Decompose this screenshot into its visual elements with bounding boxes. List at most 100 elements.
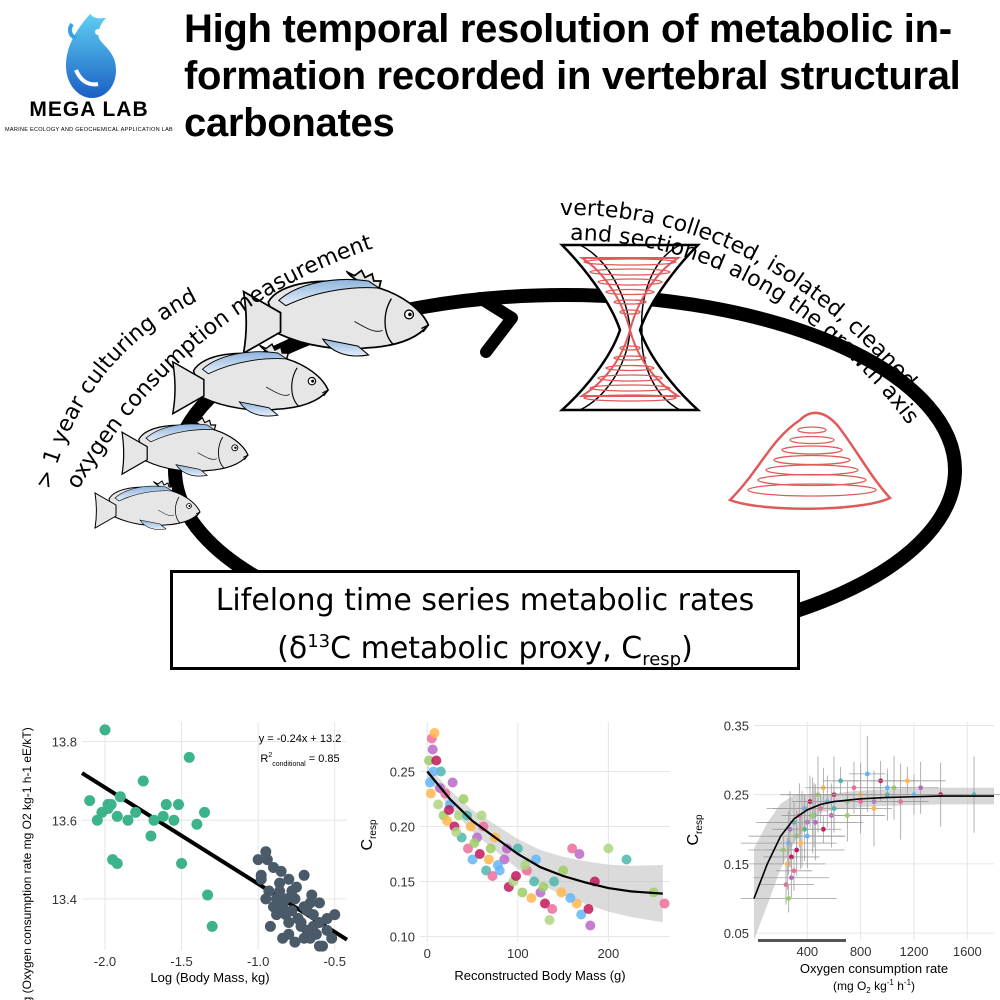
plot1-point — [157, 810, 169, 822]
p1-xtick-label: -1.0 — [247, 954, 269, 969]
plot1-r2-sub: conditional — [272, 761, 306, 768]
plot1-point — [274, 885, 286, 897]
plot3-point — [804, 833, 810, 839]
plot1-point — [261, 854, 273, 866]
plot2-xlabel: Reconstructed Body Mass (g) — [454, 968, 625, 983]
plot2-point — [429, 728, 440, 738]
plot3-point — [802, 826, 808, 832]
plot3-unit-suffix: ) — [911, 979, 915, 993]
plot3-ylabel-sub: resp — [694, 814, 705, 834]
plot2-point — [451, 827, 462, 837]
plot3-point — [838, 778, 844, 784]
plot3-ylabel: Cresp — [685, 814, 705, 845]
cresp-vs-oxygen-chart: 400 800 1200 1600 0.05 0.15 0.25 0.35 Oxygen co… — [685, 718, 1000, 995]
result-mid: C metabolic proxy, C — [330, 631, 643, 666]
result-line-2: (δ13C metabolic proxy, Cresp) — [173, 621, 797, 680]
page-title: High temporal resolution of metabolic in… — [184, 6, 996, 147]
cresp-vs-mass-chart: 0 100 200 0.10 0.15 0.20 0.25 Reconstructed Bo… — [359, 722, 670, 983]
plot1-point — [283, 873, 295, 885]
plot2-point — [621, 854, 632, 865]
plot3-unit-prefix: (mg O — [833, 979, 866, 993]
plot1-point — [313, 940, 325, 952]
plot3-point — [858, 799, 864, 804]
p3-ytick-label: 0.05 — [724, 926, 749, 941]
plot3-point — [798, 840, 804, 846]
plot2-point — [603, 843, 614, 854]
plot2-point — [458, 794, 469, 804]
p2-xtick-label: 100 — [507, 946, 529, 961]
plot1-point — [122, 814, 134, 826]
plot2-point — [544, 915, 555, 925]
cycle-arrow-icon — [474, 292, 518, 358]
plot2-point — [547, 904, 558, 914]
plot1-point — [274, 877, 286, 889]
plot3-point — [788, 875, 794, 881]
plot1-point — [321, 913, 333, 925]
plot1-point — [111, 810, 123, 822]
plot3-ylabel-main: C — [685, 834, 702, 846]
plot2-point — [556, 887, 567, 898]
p3-xtick-label: 1200 — [900, 944, 929, 959]
result-box: Lifelong time series metabolic rates (δ1… — [170, 570, 800, 670]
p3-xtick-label: 800 — [850, 944, 872, 959]
plot2-point — [511, 871, 522, 881]
plot1-point — [111, 858, 123, 870]
plot2-point — [549, 876, 560, 887]
plot2-point — [485, 843, 496, 854]
vertebra-illustration — [558, 243, 702, 412]
plot2-point — [453, 810, 464, 821]
metabolic-scaling-chart: -2.0 -1.5 -1.0 -0.5 13.4 13.6 13.8 y = -0.24x … — [20, 722, 349, 1000]
plot2-point — [427, 744, 438, 755]
p3-xtick-label: 1600 — [953, 944, 982, 959]
p1-ytick-label: 13.6 — [52, 813, 77, 828]
plot1-point — [102, 799, 114, 811]
plot2-confidence-band — [427, 764, 663, 923]
p1-ytick-label: 13.8 — [52, 735, 77, 750]
plot1-point — [199, 806, 211, 818]
plot2-point — [431, 755, 442, 766]
plot2-point — [558, 865, 569, 876]
result-suffix: ) — [681, 631, 693, 666]
plot3-point — [918, 785, 924, 791]
plot1-point — [289, 893, 301, 905]
plot3-point — [871, 806, 877, 811]
p1-xtick-label: -0.5 — [324, 954, 346, 969]
plot3-point — [904, 778, 910, 784]
plot2-point — [529, 876, 540, 887]
title-line-2: formation recorded in vertebral structur… — [184, 54, 961, 98]
plot1-point — [137, 775, 149, 787]
plot3-fit-curve — [753, 795, 994, 899]
plot2-point — [501, 843, 512, 854]
plot3-point — [810, 813, 816, 818]
plot2-point — [465, 821, 476, 832]
plot1-point — [99, 724, 111, 736]
workflow-cycle: > 1 year culturing and oxygen consumptio… — [32, 196, 962, 652]
plot1-point — [304, 897, 316, 909]
plot2-point — [538, 882, 549, 892]
plot1-point — [202, 889, 214, 901]
p2-xtick-label: 0 — [424, 946, 431, 961]
p3-xtick-label: 400 — [796, 944, 818, 959]
plot1-point — [307, 920, 319, 932]
plot2-point — [659, 898, 670, 909]
plot2-point — [492, 860, 503, 870]
plot2-point — [435, 766, 446, 777]
plot1-point — [183, 751, 195, 763]
plot2-point — [425, 788, 436, 799]
sectioned-cone-illustration — [727, 411, 893, 511]
plot2-fit-curve — [426, 770, 663, 895]
plot3-unit-mid2: h — [894, 979, 904, 993]
plot1-point — [290, 881, 302, 893]
p2-ytick-label: 0.10 — [390, 930, 415, 945]
plot2-point — [424, 755, 435, 766]
plot2-point — [576, 909, 587, 920]
p3-ytick-label: 0.35 — [724, 718, 749, 733]
plot2-point — [476, 810, 487, 821]
plot3-point — [812, 819, 818, 825]
plot2-point — [565, 893, 576, 903]
p2-ytick-label: 0.25 — [390, 765, 415, 780]
plot1-point — [84, 795, 96, 807]
plot2-ylabel-main: C — [359, 839, 376, 851]
plot3-unit-mid: kg — [871, 979, 887, 993]
plot2-point — [474, 849, 485, 859]
